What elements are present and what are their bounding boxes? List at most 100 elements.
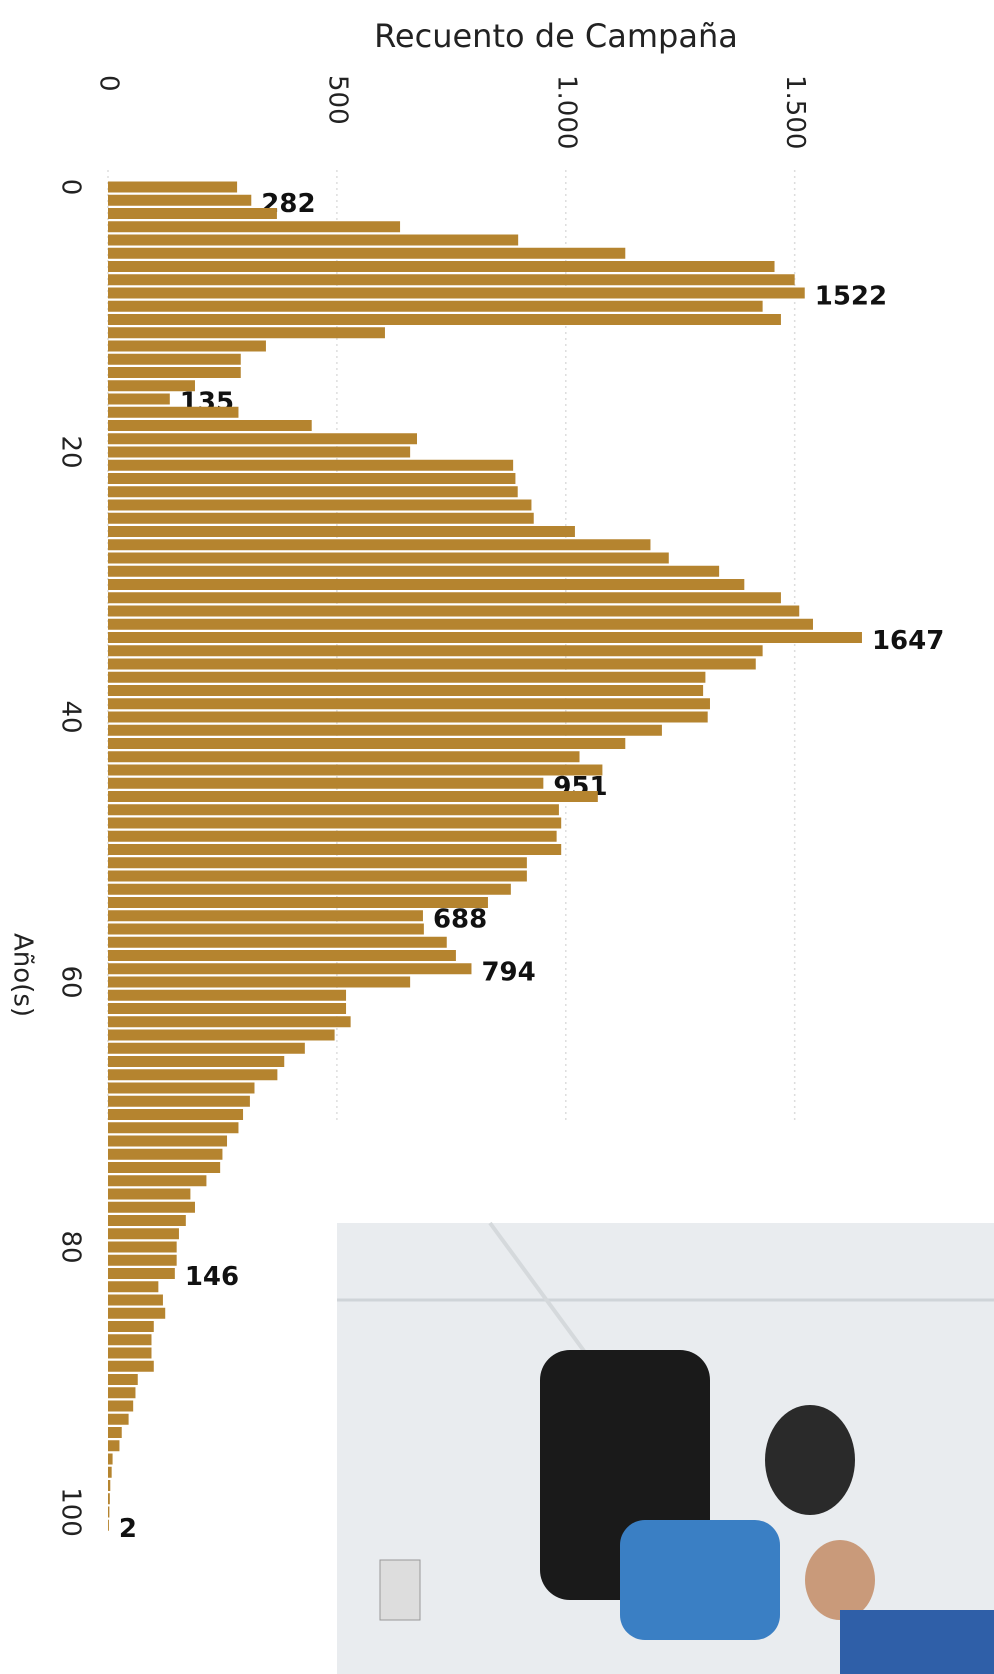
bar — [108, 340, 266, 352]
bar — [108, 221, 401, 233]
data-label: 2 — [119, 1514, 137, 1544]
bar — [108, 1321, 154, 1332]
bar — [108, 1440, 120, 1452]
bar — [108, 393, 170, 405]
bar — [108, 473, 516, 484]
bar — [108, 380, 195, 392]
bar — [108, 406, 239, 418]
bar — [108, 208, 277, 219]
bar — [108, 1122, 239, 1134]
bar — [108, 870, 527, 882]
x-tick-label: 1.500 — [780, 75, 810, 149]
photo — [337, 1221, 994, 1674]
bar — [108, 844, 562, 855]
bar — [108, 247, 626, 259]
bar — [108, 1506, 110, 1518]
bar — [108, 300, 763, 312]
bar — [108, 1254, 177, 1266]
x-tick-label: 0 — [94, 75, 124, 92]
bar — [108, 1334, 152, 1346]
bar — [108, 963, 472, 975]
x-tick-label: 500 — [322, 75, 352, 125]
y-tick-label: 20 — [56, 435, 86, 468]
bar — [108, 1400, 134, 1412]
bar — [108, 367, 241, 378]
bar — [108, 1519, 109, 1531]
bar — [108, 817, 562, 829]
bar — [108, 698, 710, 710]
bar — [108, 1453, 113, 1465]
data-label: 688 — [433, 904, 487, 934]
bar — [108, 1188, 191, 1200]
bar — [108, 1228, 179, 1240]
y-tick-label: 0 — [56, 179, 86, 196]
bar — [108, 1307, 166, 1319]
bar — [108, 1069, 278, 1081]
bar — [108, 1480, 111, 1491]
bar — [108, 1082, 255, 1094]
bar — [108, 1016, 351, 1028]
bar — [108, 539, 651, 551]
bar — [108, 1135, 228, 1147]
bar — [108, 526, 575, 537]
bar — [108, 433, 417, 445]
y-tick-label: 80 — [56, 1230, 86, 1263]
bar — [108, 897, 488, 908]
bar — [108, 751, 580, 763]
bar — [108, 950, 456, 961]
bar — [108, 1162, 221, 1173]
bar — [108, 1029, 335, 1041]
bar — [108, 738, 626, 749]
bar — [108, 830, 557, 842]
y-tick-label: 40 — [56, 700, 86, 733]
chart-title: Recuento de Campaña — [374, 17, 738, 55]
bar — [108, 459, 514, 471]
bar — [108, 486, 518, 498]
bar — [108, 989, 347, 1001]
bar — [108, 671, 706, 683]
x-tick-label: 1.000 — [551, 75, 581, 149]
bar — [108, 883, 511, 895]
y-axis-label: Año(s) — [8, 933, 38, 1017]
data-label: 794 — [481, 957, 535, 987]
bar — [108, 234, 519, 246]
bar — [108, 791, 598, 802]
bar — [108, 287, 805, 299]
y-tick-label: 100 — [56, 1487, 86, 1537]
bar — [108, 552, 669, 564]
bar — [108, 711, 708, 723]
y-tick-label: 60 — [56, 965, 86, 998]
bar — [108, 632, 862, 643]
bar — [108, 420, 312, 431]
bar — [108, 1360, 154, 1372]
bar — [108, 1109, 244, 1120]
bar — [108, 976, 411, 988]
bar — [108, 353, 241, 365]
bar — [108, 764, 603, 776]
bar — [108, 565, 720, 577]
bar — [108, 499, 532, 511]
bar — [108, 446, 411, 458]
bar — [108, 592, 781, 604]
bar — [108, 1347, 152, 1359]
bar — [108, 1466, 112, 1478]
data-label: 146 — [185, 1262, 239, 1292]
bar — [108, 605, 800, 617]
bar — [108, 777, 544, 789]
bar — [108, 923, 424, 935]
bar — [108, 1148, 223, 1160]
data-label: 1522 — [815, 282, 887, 312]
bar — [108, 274, 795, 286]
bar — [108, 910, 423, 922]
bar — [108, 181, 238, 193]
bar — [108, 579, 745, 590]
bar — [108, 1003, 347, 1014]
bar — [108, 1374, 138, 1385]
bar — [108, 194, 252, 206]
bar — [108, 1215, 186, 1226]
bar — [108, 1042, 305, 1054]
bar — [108, 1268, 175, 1279]
bar — [108, 512, 534, 524]
